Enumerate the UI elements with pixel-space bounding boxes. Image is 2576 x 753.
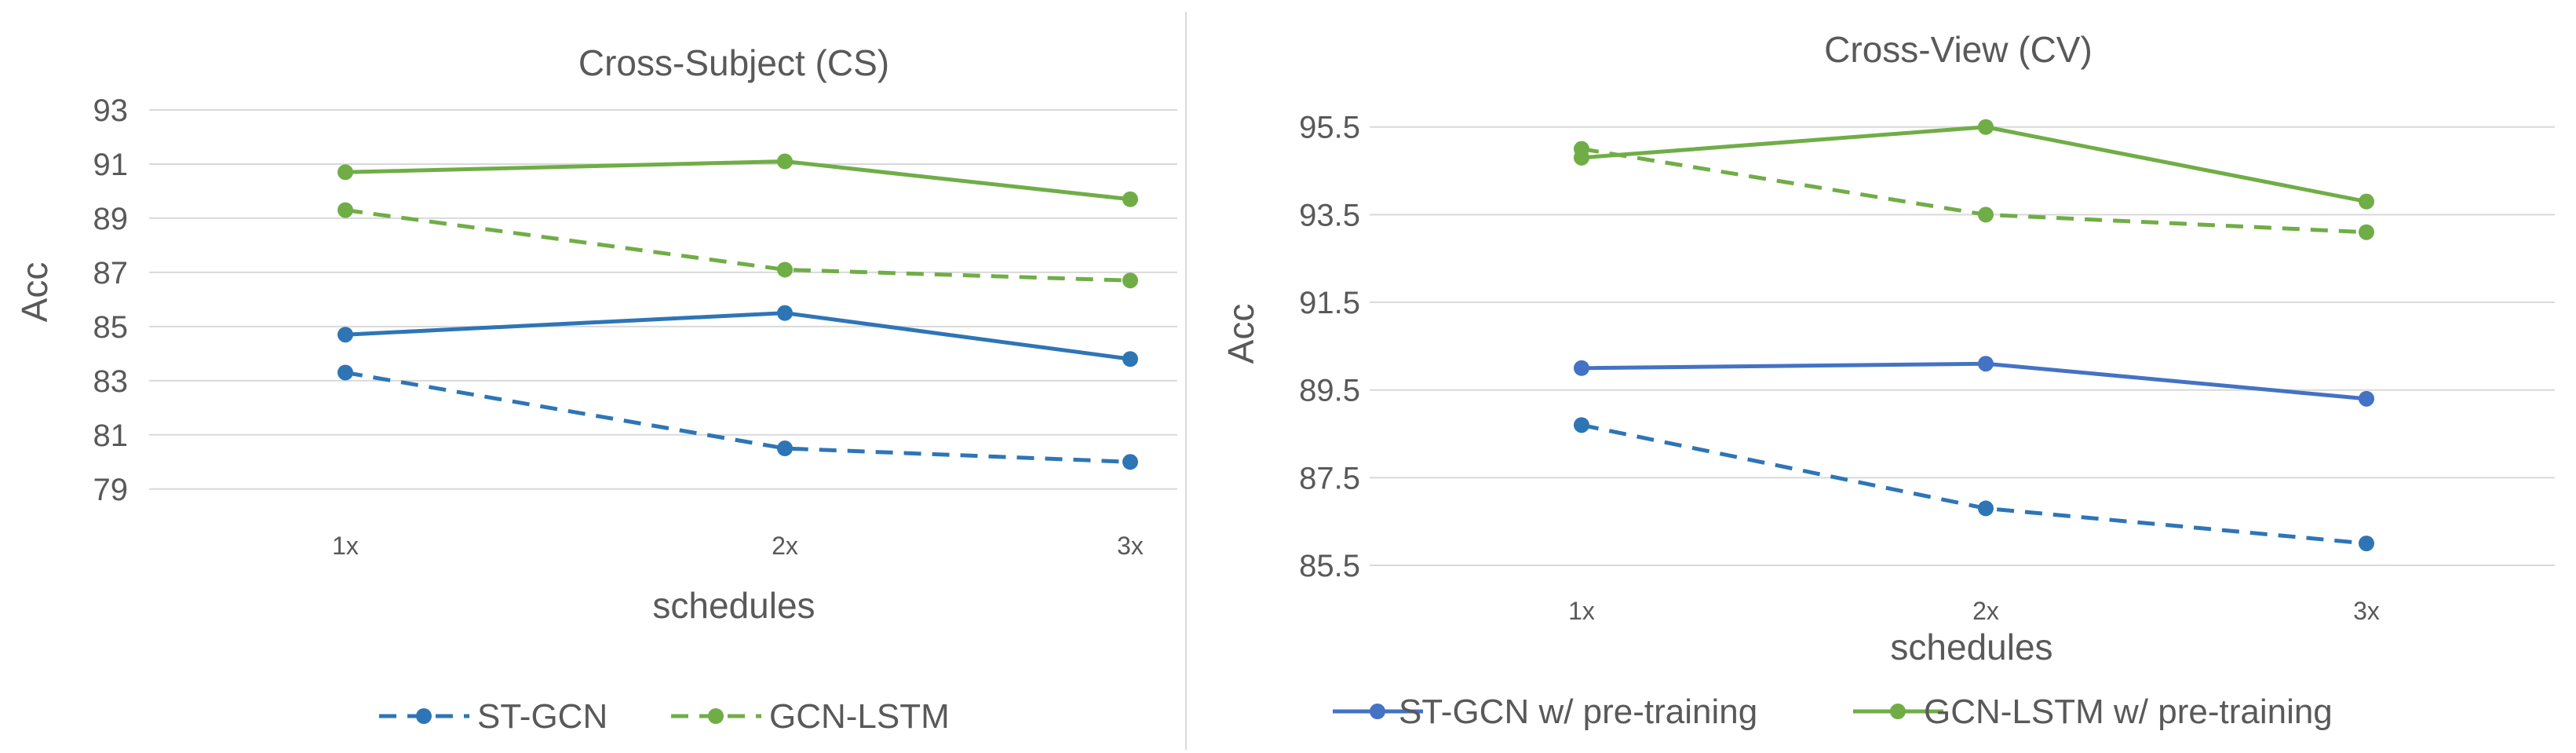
legend: ST-GCN GCN-LSTM (379, 697, 950, 736)
series-line-stgcn (1581, 422, 2367, 546)
data-point (2359, 536, 2374, 552)
y-tick-label: 81 (93, 419, 129, 453)
series-stgcn-pretrain (1574, 356, 2374, 407)
data-point (338, 164, 353, 181)
series-line-gcnlstm-pretrain (345, 159, 1131, 202)
legend: ST-GCN w/ pre-training GCN-LSTM w/ pre-tr… (1333, 693, 2333, 731)
y-tick-label: 85 (93, 310, 129, 345)
legend-label: GCN-LSTM (769, 697, 950, 736)
x-tick-label: 1x (1568, 597, 1595, 625)
cross-view-chart: Cross-View (CV) Acc 95.5 93.5 91.5 89.5 87.5… (1220, 29, 2555, 731)
y-tick-label: 83 (93, 364, 129, 399)
data-point (1978, 500, 1994, 517)
chart-title: Cross-View (CV) (1824, 29, 2093, 70)
legend-item: ST-GCN w/ pre-training (1333, 693, 1757, 731)
series-line-gcnlstm-pretrain (1581, 125, 2367, 204)
y-tick-label: 93.5 (1299, 198, 1360, 232)
series-line-stgcn-pretrain (1581, 361, 2367, 401)
data-point (1122, 272, 1138, 289)
y-tick-label: 87 (93, 256, 129, 291)
series-line-gcnlstm (1581, 147, 2367, 235)
legend-swatch-marker (1890, 704, 1906, 719)
data-point (1574, 360, 1589, 376)
data-point (2359, 390, 2374, 407)
y-tick-label: 85.5 (1299, 549, 1360, 583)
legend-item: ST-GCN (379, 697, 608, 736)
data-point (2359, 224, 2374, 240)
data-point (338, 364, 353, 381)
legend-swatch-marker (1370, 704, 1385, 719)
series-stgcn-pretrain (338, 305, 1138, 367)
series-line-gcnlstm (345, 208, 1131, 283)
data-point (1122, 351, 1138, 367)
data-point (1978, 119, 1994, 135)
data-point (777, 305, 793, 321)
series-line-stgcn-pretrain (345, 311, 1131, 361)
x-tick-label: 2x (1972, 597, 1999, 625)
y-tick-label: 91.5 (1299, 286, 1360, 320)
y-tick-label: 89.5 (1299, 374, 1360, 408)
legend-swatch-marker (708, 708, 724, 724)
x-tick-label: 2x (772, 532, 798, 560)
data-point (1574, 149, 1589, 166)
chart-title: Cross-Subject (CS) (578, 42, 889, 83)
data-point (1122, 454, 1138, 470)
data-point (777, 261, 793, 278)
data-point (2359, 193, 2374, 210)
data-point (1978, 356, 1994, 372)
series-stgcn (338, 364, 1138, 470)
data-point (1574, 417, 1589, 433)
x-axis-title: schedules (652, 585, 815, 626)
x-tick-label: 3x (2353, 597, 2380, 625)
y-tick-label: 89 (93, 202, 129, 236)
x-tick-label: 3x (1117, 532, 1144, 560)
legend-item: GCN-LSTM (671, 697, 950, 736)
legend-item: GCN-LSTM w/ pre-training (1853, 693, 2333, 731)
y-tick-label: 93 (93, 93, 129, 128)
data-point (338, 202, 353, 218)
legend-label: ST-GCN w/ pre-training (1399, 693, 1757, 731)
y-tick-label: 95.5 (1299, 111, 1360, 145)
y-axis-title: Acc (1220, 304, 1261, 364)
data-point (777, 440, 793, 457)
series-gcnlstm (1574, 141, 2374, 240)
series-gcnlstm-pretrain (1574, 119, 2374, 210)
series-line-stgcn (345, 371, 1131, 464)
y-tick-label: 91 (93, 148, 129, 182)
y-tick-label: 87.5 (1299, 461, 1360, 495)
data-point (338, 327, 353, 343)
y-tick-label: 79 (93, 473, 129, 507)
legend-swatch-marker (416, 708, 432, 724)
series-gcnlstm-pretrain (338, 153, 1138, 207)
data-point (777, 153, 793, 170)
series-stgcn (1574, 417, 2374, 552)
y-axis-title: Acc (14, 262, 55, 323)
cross-subject-chart: Cross-Subject (CS) Acc 9391898785838179 … (14, 42, 1177, 736)
data-point (1978, 207, 1994, 223)
legend-label: ST-GCN (477, 697, 608, 736)
legend-label: GCN-LSTM w/ pre-training (1924, 693, 2333, 731)
x-axis-title: schedules (1890, 627, 2052, 667)
series-gcnlstm (338, 202, 1138, 289)
x-tick-label: 1x (332, 532, 359, 560)
data-point (1122, 191, 1138, 207)
